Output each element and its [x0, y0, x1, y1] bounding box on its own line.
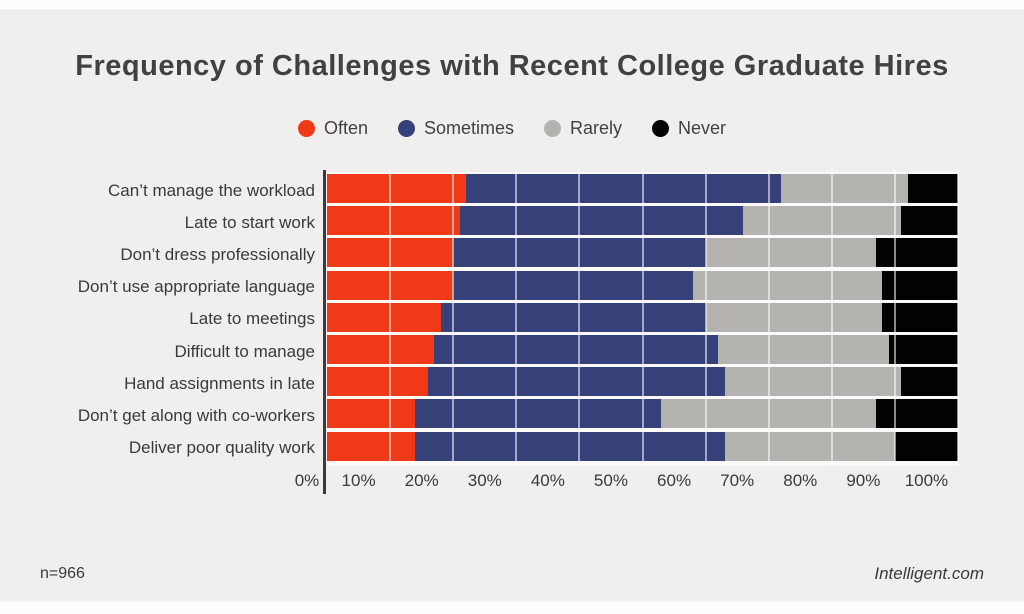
legend-dot-icon: [544, 120, 562, 137]
bar-segment-often: [327, 206, 460, 236]
x-axis-tick-labels: 0% 10% 20% 30% 40% 50% 60% 70% 80% 90% 100%: [0, 471, 1024, 495]
x-tick-label: 90%: [846, 471, 881, 490]
sample-size-label: n=966: [40, 565, 85, 582]
x-tick-label: 20%: [404, 471, 439, 490]
bar-row: [327, 206, 958, 238]
bottom-margin-strip: [0, 601, 1024, 614]
stacked-bar: [327, 270, 958, 300]
legend-label: Rarely: [570, 118, 623, 138]
x-tick-label: 30%: [467, 471, 502, 490]
stacked-bar: [327, 431, 958, 461]
bar-segment-often: [327, 302, 441, 332]
category-label: Late to meetings: [189, 309, 315, 329]
bar-segment-often: [327, 174, 466, 203]
bar-row: [327, 270, 958, 303]
gridline: [893, 170, 896, 466]
bar-segment-rarely: [724, 367, 902, 397]
bar-row: [327, 302, 958, 335]
source-attribution: Intelligent.com: [874, 564, 984, 583]
gridline: [641, 170, 644, 466]
bar-segment-sometimes: [434, 334, 719, 364]
stacked-bar: [327, 174, 958, 203]
gridline: [452, 170, 455, 466]
x-tick-label: 100%: [904, 471, 949, 490]
legend-label: Sometimes: [423, 118, 515, 138]
x-tick-label: 0%: [294, 471, 320, 490]
bar-segment-sometimes: [453, 270, 693, 300]
legend-dot-icon: [397, 120, 415, 137]
bar-row: [327, 367, 958, 399]
top-margin-strip: [0, 0, 1024, 9]
category-label: Difficult to manage: [174, 341, 315, 361]
x-tick-label: 80%: [783, 471, 818, 490]
bar-row: [327, 334, 958, 367]
bar-segment-sometimes: [465, 174, 782, 203]
bar-segment-rarely: [781, 174, 908, 203]
gridline: [704, 170, 707, 466]
category-label: Late to start work: [184, 212, 315, 232]
bar-segment-never: [907, 174, 958, 203]
gridline: [830, 170, 833, 466]
gridline: [578, 170, 581, 466]
bar-segment-often: [327, 334, 435, 364]
bar-segment-often: [327, 431, 416, 461]
x-tick-label: 70%: [720, 471, 755, 490]
bar-segment-often: [327, 367, 428, 397]
legend: Often Sometimes Rarely Never: [0, 118, 1024, 139]
bar-segment-never: [875, 399, 958, 429]
category-label: Don’t use appropriate language: [77, 277, 315, 297]
bar-segment-sometimes: [440, 302, 706, 332]
bar-segment-never: [901, 367, 958, 397]
bar-segment-sometimes: [427, 367, 725, 397]
bar-segment-never: [901, 206, 958, 236]
stacked-bar: [327, 206, 958, 236]
legend-label: Often: [323, 118, 368, 138]
category-label: Don’t dress professionally: [120, 244, 315, 264]
bar-row: [327, 431, 958, 464]
bar-segment-never: [875, 238, 958, 268]
legend-label: Never: [678, 118, 727, 138]
x-tick-label: 40%: [530, 471, 565, 490]
chart-title: Frequency of Challenges with Recent Coll…: [75, 50, 949, 82]
category-label: Deliver poor quality work: [128, 438, 315, 458]
legend-item-sometimes: Sometimes: [397, 118, 515, 139]
category-label: Hand assignments in late: [124, 373, 315, 393]
x-tick-label: 60%: [657, 471, 692, 490]
bar-segment-rarely: [724, 431, 895, 461]
stacked-bar: [327, 302, 958, 332]
x-tick-label: 10%: [341, 471, 376, 490]
y-axis-line: [323, 170, 326, 494]
bar-segment-sometimes: [415, 399, 662, 429]
legend-item-never: Never: [652, 118, 726, 139]
bar-row: [327, 174, 958, 206]
legend-dot-icon: [652, 120, 670, 137]
stacked-bar: [327, 367, 958, 397]
bar-segment-sometimes: [459, 206, 744, 236]
bar-segment-often: [327, 399, 416, 429]
legend-item-rarely: Rarely: [544, 118, 622, 139]
gridline: [389, 170, 392, 466]
bar-segment-sometimes: [415, 431, 725, 461]
bar-segment-rarely: [718, 334, 889, 364]
bar-segment-never: [894, 431, 958, 461]
legend-dot-icon: [297, 120, 315, 137]
bar-segment-rarely: [692, 270, 883, 300]
bar-segment-rarely: [743, 206, 902, 236]
category-axis-labels: Can’t manage the workload Late to start w…: [0, 174, 315, 464]
gridline: [515, 170, 518, 466]
gridline: [767, 170, 770, 466]
category-label: Can’t manage the workload: [108, 180, 315, 200]
gridline: [957, 170, 959, 466]
bar-segment-never: [888, 334, 958, 364]
legend-item-often: Often: [297, 118, 368, 139]
category-label: Don’t get along with co-workers: [77, 405, 315, 425]
bar-segment-rarely: [705, 302, 883, 332]
x-tick-label: 50%: [593, 471, 628, 490]
bar-segment-rarely: [705, 238, 876, 268]
stacked-bar: [327, 334, 958, 364]
